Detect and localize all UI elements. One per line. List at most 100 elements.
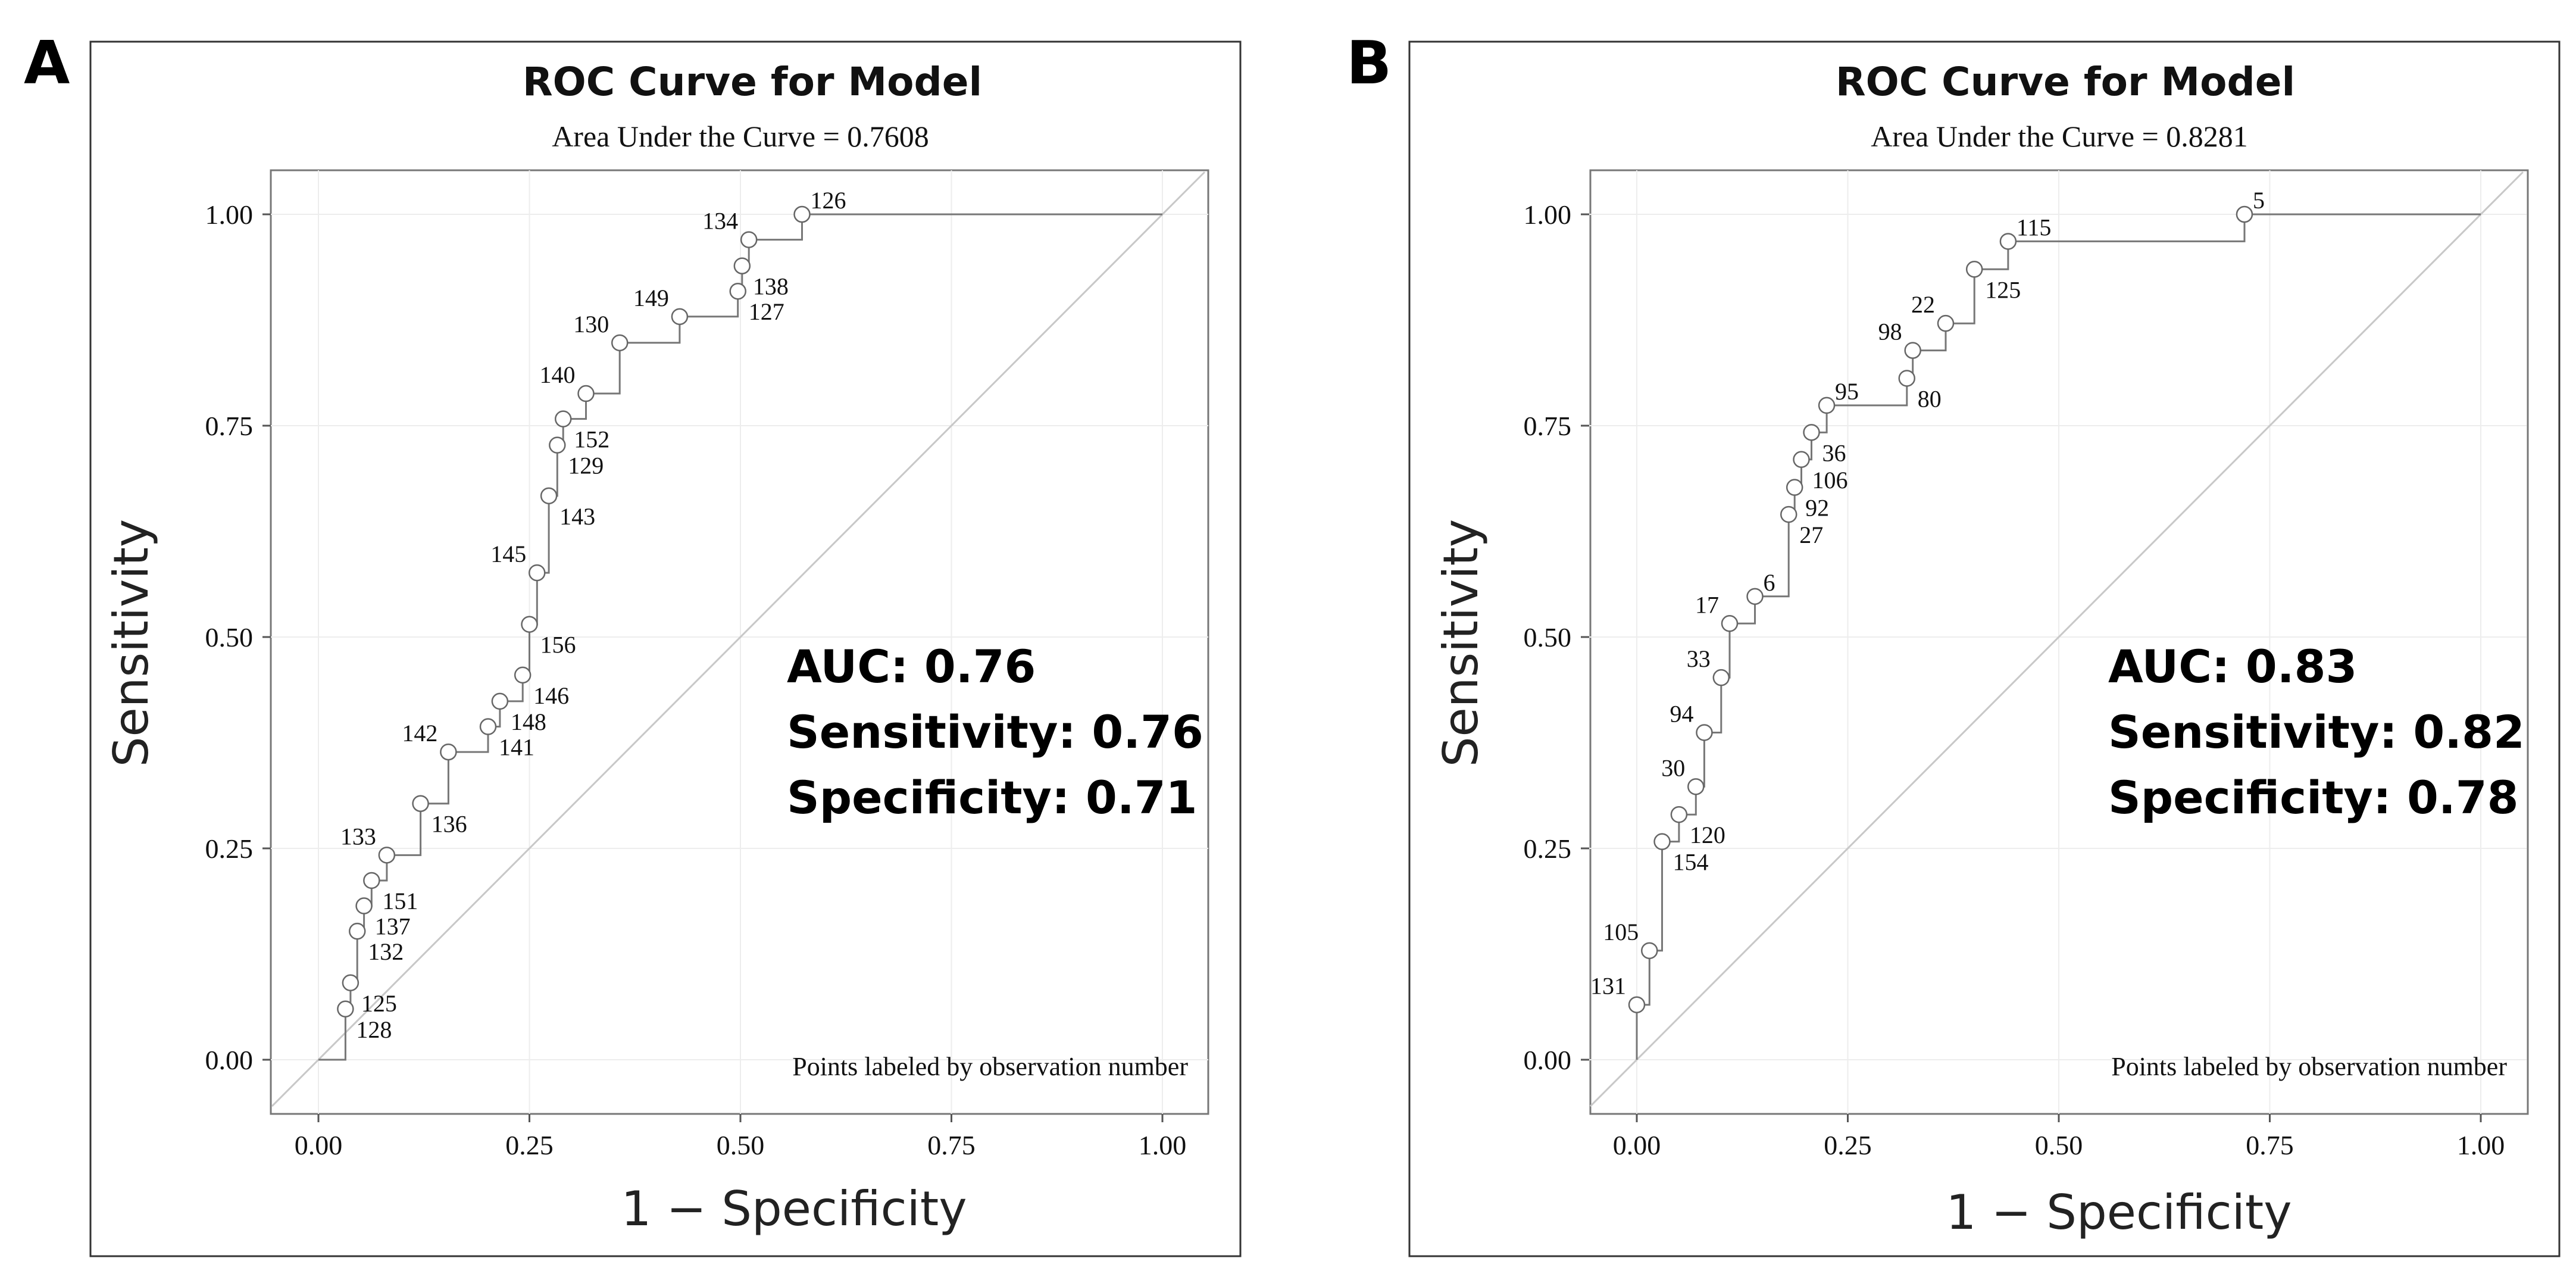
panel-b: B ROC Curve for Model Area Under the Cur… bbox=[1346, 28, 2561, 1257]
y-tick-label: 0.00 bbox=[1524, 1045, 1572, 1075]
x-tick-label: 1.00 bbox=[2457, 1130, 2505, 1160]
roc-point bbox=[1818, 397, 1836, 414]
point-label: 156 bbox=[540, 632, 576, 658]
roc-point bbox=[549, 436, 566, 454]
x-tick-label: 0.00 bbox=[295, 1130, 343, 1160]
point-label: 33 bbox=[1687, 645, 1711, 672]
point-label: 106 bbox=[1812, 467, 1848, 494]
point-label: 17 bbox=[1695, 591, 1719, 618]
roc-point bbox=[1965, 261, 1983, 278]
roc-point bbox=[540, 487, 558, 505]
roc-point bbox=[440, 743, 457, 761]
roc-point bbox=[1687, 778, 1705, 795]
roc-point bbox=[1712, 669, 1730, 686]
point-label: 143 bbox=[559, 503, 595, 530]
roc-point bbox=[1904, 342, 1921, 359]
y-tick-label: 0.25 bbox=[1524, 833, 1572, 864]
panel-a-stat-auc: AUC: 0.76 bbox=[787, 640, 1036, 693]
roc-point bbox=[514, 666, 532, 684]
roc-point bbox=[1696, 724, 1713, 741]
point-label: 126 bbox=[811, 187, 846, 214]
panel-a-frame bbox=[89, 40, 1242, 1257]
panel-a-title: ROC Curve for Model bbox=[523, 59, 982, 105]
x-tick-label: 0.75 bbox=[927, 1130, 976, 1160]
panel-a-stat-specificity: Specificity: 0.71 bbox=[787, 771, 1197, 824]
point-label: 115 bbox=[2017, 214, 2052, 241]
point-label: 125 bbox=[361, 990, 397, 1017]
point-label: 105 bbox=[1603, 919, 1639, 945]
panel-a-footnote: Points labeled by observation number bbox=[792, 1052, 1188, 1081]
panel-b-y-ticks: 0.00 0.25 0.50 0.75 1.00 bbox=[1524, 199, 1589, 1075]
roc-point bbox=[1746, 588, 1764, 605]
point-label: 120 bbox=[1690, 822, 1725, 848]
panel-b-stat-auc: AUC: 0.83 bbox=[2108, 640, 2357, 693]
point-label: 22 bbox=[1911, 291, 1935, 318]
point-label: 129 bbox=[568, 452, 604, 479]
point-label: 149 bbox=[633, 285, 669, 311]
roc-point bbox=[337, 1000, 354, 1018]
roc-point bbox=[2236, 205, 2253, 223]
point-label: 138 bbox=[753, 273, 789, 300]
y-tick-label: 0.75 bbox=[205, 411, 254, 441]
point-label: 6 bbox=[1764, 569, 1775, 596]
panel-a-x-ticks: 0.00 0.25 0.50 0.75 1.00 bbox=[295, 1114, 1187, 1160]
panel-b-title: ROC Curve for Model bbox=[1836, 59, 2295, 105]
panel-a-grid bbox=[271, 170, 1208, 1114]
point-label: 141 bbox=[499, 734, 534, 761]
point-label: 152 bbox=[574, 426, 609, 453]
panel-a-x-axis-title: 1 − Specificity bbox=[621, 1181, 967, 1237]
roc-point bbox=[491, 692, 509, 710]
panel-b-footnote: Points labeled by observation number bbox=[2111, 1052, 2507, 1081]
roc-point bbox=[1937, 314, 1955, 332]
x-tick-label: 1.00 bbox=[1139, 1130, 1187, 1160]
y-tick-label: 0.25 bbox=[205, 833, 254, 864]
roc-point bbox=[611, 334, 629, 352]
roc-point bbox=[1999, 233, 2017, 250]
point-label: 95 bbox=[1835, 378, 1859, 405]
panel-b-x-ticks: 0.00 0.25 0.50 0.75 1.00 bbox=[1613, 1114, 2505, 1160]
roc-point bbox=[1670, 806, 1688, 823]
x-tick-label: 0.75 bbox=[2246, 1130, 2294, 1160]
point-label: 80 bbox=[1918, 385, 1942, 412]
x-tick-label: 0.25 bbox=[1824, 1130, 1872, 1160]
panel-b-subtitle: Area Under the Curve = 0.8281 bbox=[1871, 120, 2248, 153]
panel-a-reference-line bbox=[271, 171, 1205, 1107]
panel-a-stat-sensitivity: Sensitivity: 0.76 bbox=[787, 705, 1203, 758]
point-label: 133 bbox=[340, 823, 376, 850]
point-label: 132 bbox=[368, 938, 404, 965]
roc-point bbox=[1780, 505, 1797, 523]
point-label: 125 bbox=[1985, 276, 2021, 303]
point-label: 27 bbox=[1799, 522, 1823, 548]
point-label: 130 bbox=[573, 311, 609, 338]
y-tick-label: 0.50 bbox=[1524, 622, 1572, 653]
roc-point bbox=[793, 205, 811, 223]
point-label: 142 bbox=[402, 720, 437, 747]
roc-point bbox=[577, 385, 595, 402]
point-label: 154 bbox=[1673, 849, 1709, 876]
x-tick-label: 0.50 bbox=[717, 1130, 765, 1160]
roc-point bbox=[348, 922, 366, 940]
roc-point bbox=[733, 257, 751, 274]
point-label: 151 bbox=[382, 888, 418, 914]
y-tick-label: 0.00 bbox=[205, 1045, 254, 1075]
roc-point bbox=[1653, 833, 1671, 850]
point-label: 146 bbox=[533, 682, 569, 709]
roc-point bbox=[554, 410, 572, 427]
roc-point bbox=[355, 897, 373, 914]
roc-point bbox=[363, 872, 380, 889]
panel-b-reference-line bbox=[1589, 171, 2524, 1107]
roc-point bbox=[1628, 996, 1646, 1013]
roc-point bbox=[1721, 615, 1739, 632]
point-label: 145 bbox=[490, 541, 526, 567]
panel-a: A ROC Curve for Model Area Under the Cur… bbox=[24, 28, 1242, 1257]
x-tick-label: 0.00 bbox=[1613, 1130, 1661, 1160]
point-label: 127 bbox=[749, 298, 784, 325]
roc-point bbox=[378, 847, 396, 864]
roc-point bbox=[1803, 424, 1820, 441]
roc-point bbox=[1641, 942, 1658, 960]
roc-point bbox=[1898, 370, 1916, 387]
point-label: 140 bbox=[540, 361, 576, 388]
point-label: 137 bbox=[375, 913, 411, 940]
